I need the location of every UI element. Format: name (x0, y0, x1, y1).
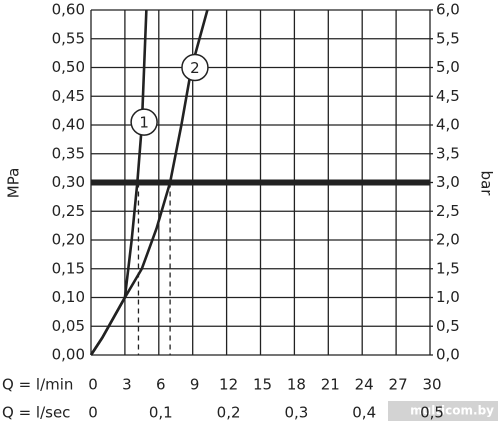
y2-tick-label: 0,0 (436, 346, 460, 364)
x2-tick-label: 0,5 (420, 404, 444, 422)
x-tick-label: 9 (190, 376, 200, 394)
x-tick-label: 3 (122, 376, 132, 394)
series-label-circle (181, 53, 209, 82)
x-tick-label: 12 (219, 376, 238, 394)
x-tick-label: 27 (389, 376, 408, 394)
y2-axis-label: bar (478, 171, 496, 197)
y-tick-label: 0,20 (52, 231, 85, 249)
y2-tick-label: 5,5 (436, 29, 460, 47)
y-tick-label: 0,25 (52, 202, 85, 220)
y2-tick-label: 5,0 (436, 58, 460, 76)
x-axis-label: Q = l/min (2, 376, 73, 394)
y2-tick-label: 2,5 (436, 202, 460, 220)
x-tick-label: 18 (287, 376, 306, 394)
x-tick-label: 24 (355, 376, 374, 394)
x-tick-label: 21 (321, 376, 340, 394)
y2-tick-label: 4,0 (436, 116, 460, 134)
series-line (89, 9, 209, 356)
x2-tick-label: 0,2 (217, 404, 241, 422)
y2-tick-label: 2,0 (436, 231, 460, 249)
x2-tick-label: 0 (88, 404, 98, 422)
y2-tick-label: 0,5 (436, 317, 460, 335)
y2-tick-label: 6,0 (436, 1, 460, 19)
y-tick-label: 0,15 (52, 259, 85, 277)
legend-label: 2 (190, 59, 200, 77)
y-tick-label: 0,00 (52, 346, 85, 364)
y-tick-label: 0,35 (52, 144, 85, 162)
y-axis-label: MPa (5, 168, 23, 199)
y2-tick-label: 1,0 (436, 288, 460, 306)
x2-tick-label: 0,4 (352, 404, 376, 422)
y2-tick-label: 3,0 (436, 173, 460, 191)
y-tick-label: 0,45 (52, 87, 85, 105)
watermark-bg (388, 401, 498, 421)
x2-tick-label: 0,3 (284, 404, 308, 422)
y-tick-label: 0,50 (52, 58, 85, 76)
y-tick-label: 0,40 (52, 116, 85, 134)
y-tick-label: 0,60 (52, 1, 85, 19)
y2-tick-label: 3,5 (436, 144, 460, 162)
y-tick-label: 0,30 (52, 173, 85, 191)
x2-axis-label: Q = l/sec (2, 404, 70, 422)
y-tick-label: 0,05 (52, 317, 85, 335)
x-tick-label: 30 (422, 376, 441, 394)
y-tick-label: 0,55 (52, 29, 85, 47)
series-label-circle (130, 108, 158, 136)
y2-tick-label: 1,5 (436, 259, 460, 277)
x-tick-label: 6 (156, 376, 166, 394)
y2-tick-label: 4,5 (436, 87, 460, 105)
legend-label: 1 (139, 114, 149, 132)
x-tick-label: 0 (88, 376, 98, 394)
x2-tick-label: 0,1 (149, 404, 173, 422)
y-tick-label: 0,10 (52, 288, 85, 306)
watermark: multicom.by (410, 404, 494, 418)
x-tick-label: 15 (253, 376, 272, 394)
